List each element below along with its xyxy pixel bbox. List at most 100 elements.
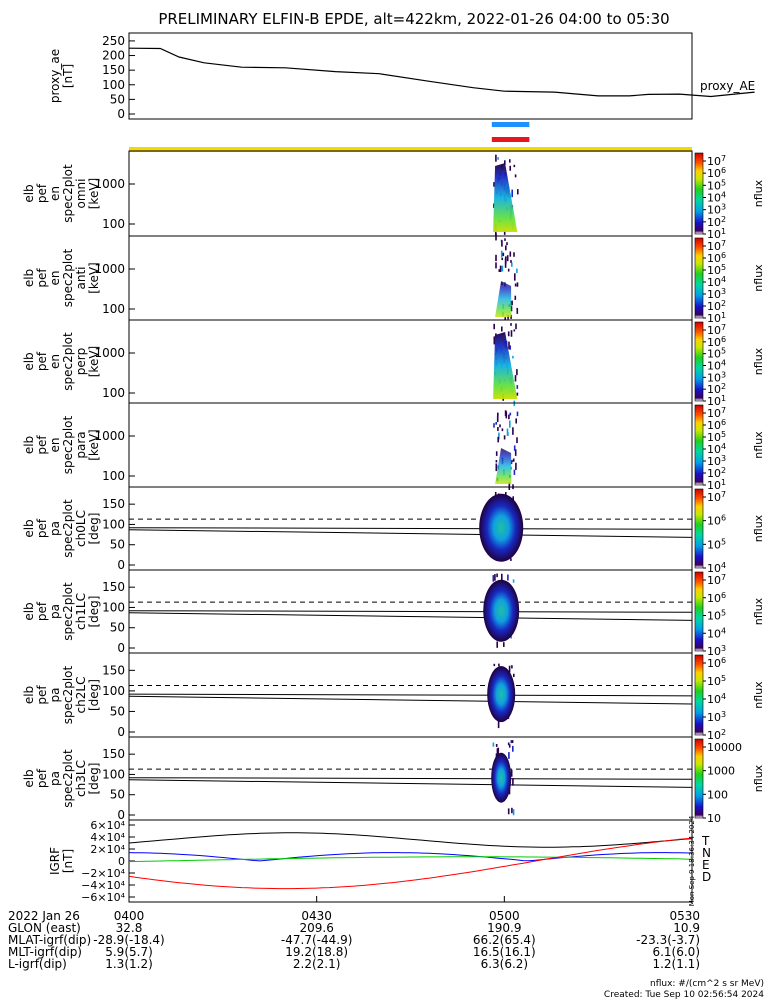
- spec-flux-region-1: [493, 163, 518, 232]
- pa-8-cell-2: [507, 742, 510, 746]
- colorbar-label-4-5: 102: [707, 466, 726, 480]
- colorbar-label-5-0: 107: [707, 490, 726, 504]
- spec-4-cell-33: [495, 463, 498, 472]
- spec-4-cell-37: [496, 416, 499, 423]
- spec-4-cell-34: [508, 482, 511, 490]
- colorbar-label-4-3: 104: [707, 442, 726, 456]
- ylabel-line-3-5: [keV]: [87, 346, 101, 377]
- ylabel-line-2-1: pef: [35, 268, 49, 288]
- footer-value-2-1: -47.7(-44.9): [281, 933, 352, 947]
- spec-3-cell-29: [493, 336, 496, 345]
- pa-8-cell-0: [512, 745, 514, 752]
- spec-4-cell-10: [516, 437, 518, 444]
- footer-row-label-2: MLAT-igrf(dip): [8, 933, 91, 947]
- ylabel-line-3-3: spec2plot: [61, 332, 75, 391]
- pa-line-lower-8: [128, 779, 693, 788]
- ylabel-line-4-1: pef: [35, 435, 49, 455]
- spec-2-cell-7: [509, 251, 512, 257]
- spec-1-cell-3: [509, 159, 511, 163]
- igrf-tick-label-6: 6×10⁴: [90, 819, 125, 832]
- ylabel-line-6-0: elb: [22, 602, 36, 620]
- pa-5-cell-5: [510, 558, 512, 561]
- footer-value-4-0: 1.3(1.2): [105, 957, 153, 971]
- spec-2-cell-16: [498, 269, 501, 272]
- ylabel-line-5-5: [deg]: [87, 513, 101, 545]
- spec-2-cell-34: [504, 262, 507, 268]
- ylabel-line-7-3: spec2plot: [61, 665, 75, 724]
- science-zone-bar-yellow: [129, 147, 692, 152]
- colorbar-label-7-4: 102: [707, 728, 726, 742]
- pa-6-cell-9: [507, 574, 509, 581]
- colorbar-label-6-1: 106: [707, 591, 726, 605]
- ylabel-line-4-4: para: [74, 431, 88, 458]
- pa-flux-region-5: [479, 493, 524, 562]
- ylabel-line-7-5: [deg]: [87, 679, 101, 711]
- footer-value-0-2: 0500: [489, 909, 520, 923]
- spec-2-cell-11: [513, 252, 515, 257]
- colorbar-label-6-0: 107: [707, 573, 726, 587]
- colorbar-label-3-2: 105: [707, 347, 726, 361]
- ylabel-line-9-0: IGRF: [48, 847, 62, 875]
- spec-3-cell-1: [515, 323, 517, 330]
- pa-7-cell-18: [493, 663, 496, 667]
- spec-frame-1: [128, 150, 693, 237]
- igrf-legend-E: E: [702, 858, 710, 872]
- spec-1-cell-4: [509, 165, 511, 171]
- spec-2-cell-18: [499, 265, 502, 272]
- ylabel-line-5-3: spec2plot: [61, 499, 75, 558]
- spec-frame-2: [128, 235, 693, 321]
- pa-8-cell-14: [492, 742, 495, 747]
- pa-line-lower-5: [128, 529, 693, 538]
- ylabel-line-6-4: ch1LC: [74, 593, 88, 630]
- pa-6-cell-20: [501, 573, 503, 581]
- ylabel-line-4-2: en: [48, 438, 62, 453]
- spec-2-cell-10: [511, 262, 513, 267]
- spec-4-cell-21: [509, 412, 512, 416]
- spec-3-cell-10: [514, 375, 517, 382]
- colorbar-8: [694, 738, 704, 819]
- footer-value-2-0: -28.9(-18.4): [93, 933, 164, 947]
- colorbar-label-2-4: 103: [707, 287, 726, 301]
- igrf-line-E: [128, 856, 693, 863]
- ylabel-line-5-2: pa: [48, 521, 62, 536]
- colorbar-label-2-5: 102: [707, 299, 726, 313]
- ylabel-line-9-1: [nT]: [61, 849, 75, 873]
- pa-8-cell-1: [508, 752, 510, 759]
- spec-2-cell-14: [501, 240, 503, 247]
- pa-tick-label-6-3: 150: [102, 580, 125, 594]
- pa-tick-label-5-1: 50: [110, 538, 125, 552]
- pa-8-cell-21: [512, 809, 515, 816]
- ylabel-line-8-1: pef: [35, 768, 49, 788]
- note-units: nflux: #/(cm^2 s sr MeV): [650, 979, 764, 989]
- colorbar-1: [694, 152, 704, 235]
- spec-4-cell-8: [497, 412, 499, 417]
- pa-8-cell-19: [495, 744, 498, 747]
- spec-4-cell-20: [513, 469, 516, 475]
- science-zone-bar-red: [491, 137, 530, 142]
- spec-4-cell-4: [503, 435, 506, 440]
- colorbar-label-1-5: 102: [707, 215, 726, 229]
- pa-flux-region-6: [483, 579, 520, 642]
- igrf-tick-label-0: −6×10⁴: [81, 891, 125, 904]
- pa-line-upper-5: [128, 527, 693, 530]
- colorbar-3: [694, 321, 704, 402]
- ae-tick-label-3: 150: [102, 63, 125, 77]
- ylabel-line-2-4: anti: [74, 267, 88, 290]
- pa-flux-region-7: [487, 666, 516, 723]
- spec-2-cell-35: [506, 255, 509, 262]
- igrf-legend-D: D: [702, 870, 711, 884]
- colorbar-title-6: nflux: [752, 597, 765, 625]
- pa-tick-label-6-0: 0: [117, 641, 125, 655]
- igrf-line-D: [128, 837, 693, 890]
- ylabel-line-1-1: pef: [35, 183, 49, 203]
- colorbar-label-3-4: 103: [707, 370, 726, 384]
- colorbar-title-3: nflux: [752, 347, 765, 375]
- ylabel-line-3-4: perp: [74, 348, 88, 376]
- ylabel-line-6-2: pa: [48, 604, 62, 619]
- pa-tick-label-7-0: 0: [117, 725, 125, 739]
- spec-tick-label-1-1: 1000: [94, 177, 125, 191]
- ylabel-line-4-0: elb: [22, 436, 36, 454]
- ylabel-line-8-3: spec2plot: [61, 749, 75, 808]
- spec-flux-region-4: [495, 448, 512, 484]
